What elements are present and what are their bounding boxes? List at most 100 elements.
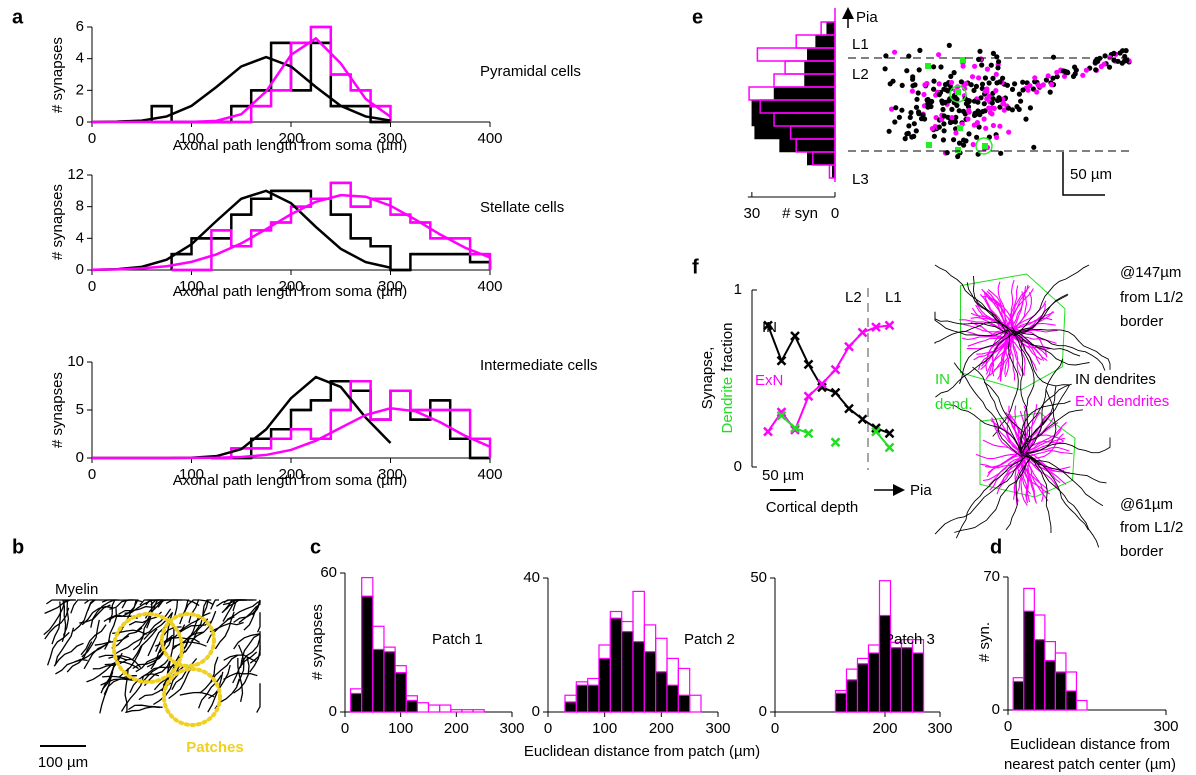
synapse-dot	[1070, 73, 1077, 79]
series-label: dend.	[935, 396, 973, 413]
synapse-dot	[1004, 82, 1011, 88]
synapse-dot	[931, 64, 937, 70]
dendrite	[980, 330, 1009, 371]
synapse-dot	[904, 68, 910, 74]
x-tick-label: 0	[831, 205, 839, 222]
dendrite	[1010, 300, 1047, 333]
dendrite	[1020, 458, 1038, 504]
synapse-dot	[936, 52, 942, 58]
marker	[763, 426, 773, 437]
direction-label: Pia	[910, 482, 932, 499]
x-axis-label: Euclidean distance from patch (µm)	[524, 743, 760, 760]
synapse-dot	[913, 104, 920, 110]
hist-bar	[405, 699, 418, 713]
hist-bar	[889, 647, 903, 713]
myelin-fiber	[90, 599, 115, 628]
myelin-fiber	[257, 612, 261, 633]
hist-bar	[856, 663, 870, 713]
dendrite	[1010, 292, 1028, 337]
x-tick-label: 100	[592, 720, 617, 737]
myelin-fiber	[179, 599, 190, 625]
synapse-dot	[1018, 98, 1024, 104]
dendrite-ring	[975, 137, 993, 155]
hist-bar	[689, 694, 702, 713]
synapse-dot	[966, 107, 972, 114]
synapse-dot	[1000, 75, 1006, 81]
dendrite	[935, 330, 1015, 398]
marker	[857, 327, 868, 338]
dendrite	[1021, 455, 1104, 507]
hist-bar	[1054, 671, 1067, 711]
synapse-dot	[904, 131, 910, 137]
marker	[844, 403, 854, 414]
synapse-dot	[882, 66, 888, 72]
chart-title: Patch 1	[432, 631, 483, 648]
chart-title: Patch 3	[884, 631, 935, 648]
synapse-dot	[938, 64, 944, 70]
myelin-fiber	[165, 599, 200, 607]
synapse-dot	[986, 105, 992, 111]
synapse-dot	[908, 110, 914, 116]
myelin-fiber	[131, 628, 158, 661]
synapse-dot	[1020, 79, 1026, 85]
hist-bar	[394, 672, 407, 713]
synapse-dot	[995, 65, 1001, 71]
synapse-dot	[960, 108, 967, 114]
synapse-dot	[979, 81, 986, 87]
dendrite	[934, 321, 1011, 344]
synapse-dot	[977, 48, 983, 54]
synapse-dot	[1072, 64, 1078, 70]
chart-title: Patch 2	[684, 631, 735, 648]
myelin-fiber	[83, 640, 111, 670]
myelin-fiber	[184, 618, 209, 653]
synapse-dot	[922, 82, 928, 88]
synapse-dot	[987, 110, 994, 116]
image-label: @147µm	[1120, 264, 1181, 281]
dendrite	[1012, 293, 1069, 333]
myelin-fiber	[179, 691, 215, 698]
dendrite	[972, 366, 1021, 452]
y-axis-label: # synapses	[49, 184, 66, 260]
synapse-dot	[1023, 116, 1029, 122]
synapse-dot	[1032, 75, 1038, 81]
myelin-fiber	[183, 599, 214, 613]
synapse-dot	[954, 102, 960, 108]
synapse-dot	[1117, 50, 1123, 56]
y-tick-label: 0	[759, 703, 767, 720]
synapse-dot	[993, 71, 999, 77]
myelin-fiber	[54, 627, 75, 666]
myelin-fiber	[165, 636, 200, 643]
synapse-dot	[1020, 87, 1026, 93]
direction-label: Pia	[856, 9, 878, 26]
hist-bar	[1065, 690, 1078, 711]
myelin-fiber	[143, 658, 172, 687]
synapse-dot	[953, 130, 959, 136]
marker	[871, 322, 881, 333]
myelin-fiber	[210, 654, 239, 683]
y-tick-label: 10	[67, 353, 84, 370]
myelin-fiber	[120, 676, 144, 712]
x-axis-label: Axonal path length from soma (µm)	[173, 283, 408, 300]
synapse-dot	[936, 81, 942, 87]
marker	[790, 423, 800, 433]
x-tick-label: 400	[477, 278, 502, 295]
synapse-dot	[925, 104, 931, 110]
layer-label: L2	[845, 289, 862, 306]
hist-bar	[807, 151, 836, 166]
synapse-dot	[931, 86, 937, 92]
layer-label: L2	[852, 66, 869, 83]
myelin-fiber	[237, 657, 244, 703]
dendrite-synapse	[955, 89, 961, 95]
myelin-fiber	[114, 632, 146, 655]
myelin-fiber	[249, 635, 261, 673]
synapse-dot	[936, 124, 942, 130]
synapse-dot	[945, 88, 951, 94]
hist-bar	[632, 641, 645, 713]
marker	[776, 355, 787, 366]
x-tick-label: 200	[278, 278, 303, 295]
myelin-fiber	[209, 621, 244, 633]
myelin-fiber	[238, 603, 261, 624]
x-tick-label: 0	[341, 720, 349, 737]
synapse-dot	[1083, 67, 1089, 73]
dendrite	[961, 335, 1010, 341]
